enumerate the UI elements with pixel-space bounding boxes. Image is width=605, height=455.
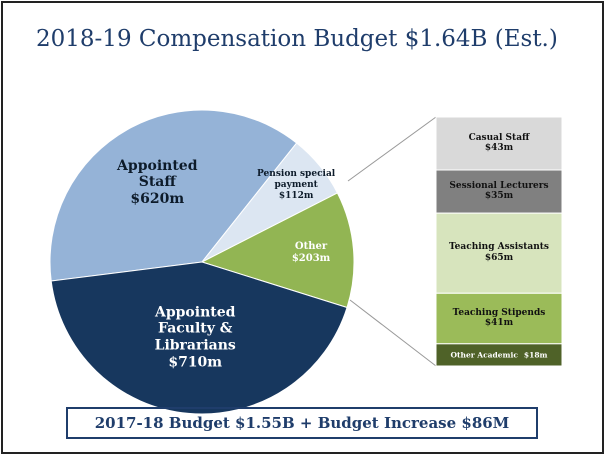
slice-name: Appointed Staff <box>117 157 198 191</box>
slice-value: $620m <box>130 190 185 207</box>
bar-segment <box>435 343 563 367</box>
segment-value: $65m <box>484 253 514 264</box>
slice-name: Pension special payment <box>257 168 336 190</box>
slice-label: Appointed Staff $620m <box>107 157 207 207</box>
segment-label: Sessional Lecturers $35m <box>439 181 559 203</box>
chart-title: 2018-19 Compensation Budget $1.64B (Est.… <box>36 26 558 52</box>
slice-label: Other $203m <box>281 241 341 265</box>
segment-label: Teaching Assistants $65m <box>439 242 559 264</box>
slice-label: Pension special payment $112m <box>256 169 336 201</box>
segment-name: Casual Staff <box>468 132 530 143</box>
segment-value: $43m <box>484 143 514 154</box>
segment-label: Teaching Stipends $41m <box>439 308 559 330</box>
slice-name: Other <box>294 240 328 252</box>
segment-label: Other Academic $18m <box>439 350 559 359</box>
pie-slice <box>200 192 355 309</box>
slice-name: Appointed Faculty & Librarians <box>154 304 236 354</box>
slice-label: Appointed Faculty & Librarians $710m <box>140 304 250 371</box>
pie-slice <box>50 261 348 415</box>
segment-value: $41m <box>484 318 514 329</box>
segment-label: Casual Staff $43m <box>439 133 559 155</box>
segment-name: Teaching Stipends <box>452 307 546 318</box>
segment-name: Sessional Lecturers <box>449 180 549 191</box>
segment-name: Teaching Assistants <box>449 242 549 253</box>
slice-value: $710m <box>168 354 223 371</box>
connector <box>347 116 437 182</box>
connector <box>349 299 437 367</box>
segment-value: $35m <box>484 191 514 202</box>
segment-value: $18m <box>523 350 548 360</box>
segment-name: Other Academic <box>450 350 518 360</box>
pie-slice <box>49 109 298 282</box>
slice-value: $203m <box>291 252 331 264</box>
annotation: 2017-18 Budget $1.55B + Budget Increase … <box>66 407 538 439</box>
slice-value: $112m <box>278 190 314 201</box>
